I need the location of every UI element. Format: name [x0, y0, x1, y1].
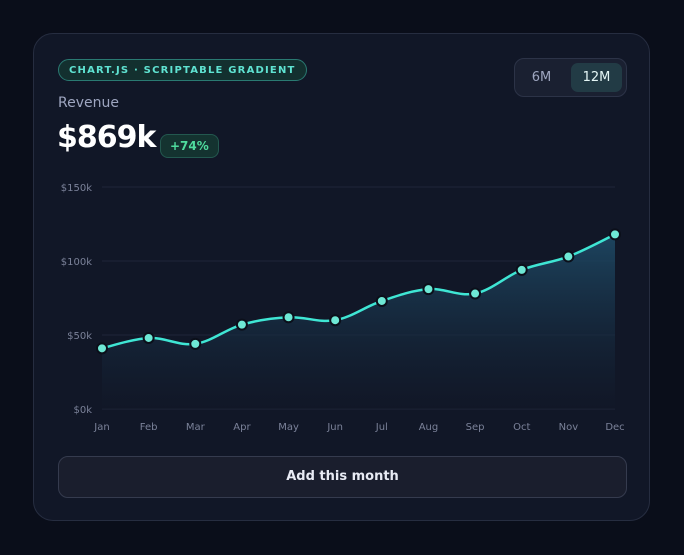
- x-tick-label: Mar: [186, 422, 206, 433]
- data-point-dec[interactable]: [609, 228, 621, 241]
- add-month-button[interactable]: Add this month: [58, 456, 627, 498]
- x-tick-label: Apr: [233, 422, 251, 433]
- x-tick-label: Dec: [605, 422, 624, 433]
- y-tick-label: $50k: [67, 331, 92, 342]
- range-toggle: 6M 12M: [514, 58, 627, 97]
- data-point-jul[interactable]: [375, 294, 388, 307]
- x-tick-label: Oct: [513, 422, 530, 433]
- x-tick-label: May: [278, 422, 299, 433]
- y-tick-label: $0k: [73, 405, 92, 416]
- data-point-jun[interactable]: [329, 314, 342, 327]
- data-point-mar[interactable]: [189, 337, 202, 350]
- data-point-feb[interactable]: [142, 331, 155, 344]
- data-point-may[interactable]: [282, 311, 295, 324]
- metric-value: $869k: [57, 120, 156, 155]
- data-point-oct[interactable]: [515, 263, 528, 276]
- data-point-aug[interactable]: [422, 283, 435, 296]
- x-tick-label: Jan: [93, 422, 109, 433]
- chart-library-badge: CHART.JS · SCRIPTABLE GRADIENT: [58, 59, 307, 81]
- metric-label: Revenue: [58, 95, 119, 111]
- x-tick-label: Jul: [375, 422, 388, 433]
- area-fill: [102, 234, 615, 409]
- x-tick-label: Aug: [419, 422, 439, 433]
- x-tick-label: Feb: [140, 422, 158, 433]
- metric-delta-badge: +74%: [160, 134, 219, 158]
- x-tick-label: Nov: [559, 422, 579, 433]
- range-option-12m[interactable]: 12M: [571, 63, 622, 92]
- y-tick-label: $150k: [61, 183, 92, 194]
- x-tick-label: Sep: [466, 422, 485, 433]
- x-tick-label: Jun: [326, 422, 343, 433]
- y-tick-label: $100k: [61, 257, 92, 268]
- revenue-card: CHART.JS · SCRIPTABLE GRADIENT Revenue $…: [33, 33, 650, 521]
- data-point-sep[interactable]: [469, 287, 482, 300]
- data-point-nov[interactable]: [562, 250, 575, 263]
- data-point-jan[interactable]: [96, 342, 108, 355]
- revenue-line-chart: $0k $50k $100k $150k Jan Feb Mar Apr May Jun Jul A…: [61, 183, 625, 433]
- range-option-6m[interactable]: 6M: [531, 70, 552, 85]
- data-point-apr[interactable]: [235, 318, 248, 331]
